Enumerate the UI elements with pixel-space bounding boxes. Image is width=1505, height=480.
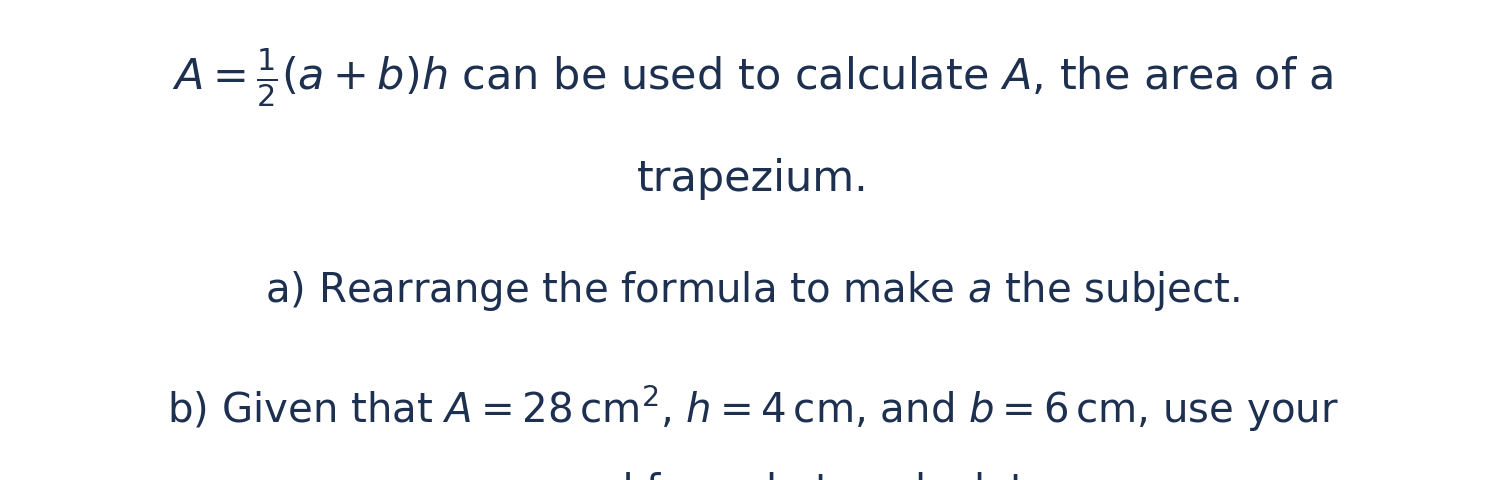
Text: $A = \frac{1}{2}(a + b)h$ can be used to calculate $A$, the area of a: $A = \frac{1}{2}(a + b)h$ can be used to… (172, 48, 1333, 110)
Text: trapezium.: trapezium. (637, 158, 868, 201)
Text: b) Given that $A = 28\,\mathrm{cm}^2$, $h = 4\,\mathrm{cm}$, and $b = 6\,\mathrm: b) Given that $A = 28\,\mathrm{cm}^2$, $… (167, 384, 1338, 434)
Text: rearranged formula to calculate $a$.: rearranged formula to calculate $a$. (408, 470, 1097, 480)
Text: a) Rearrange the formula to make $a$ the subject.: a) Rearrange the formula to make $a$ the… (265, 269, 1240, 313)
